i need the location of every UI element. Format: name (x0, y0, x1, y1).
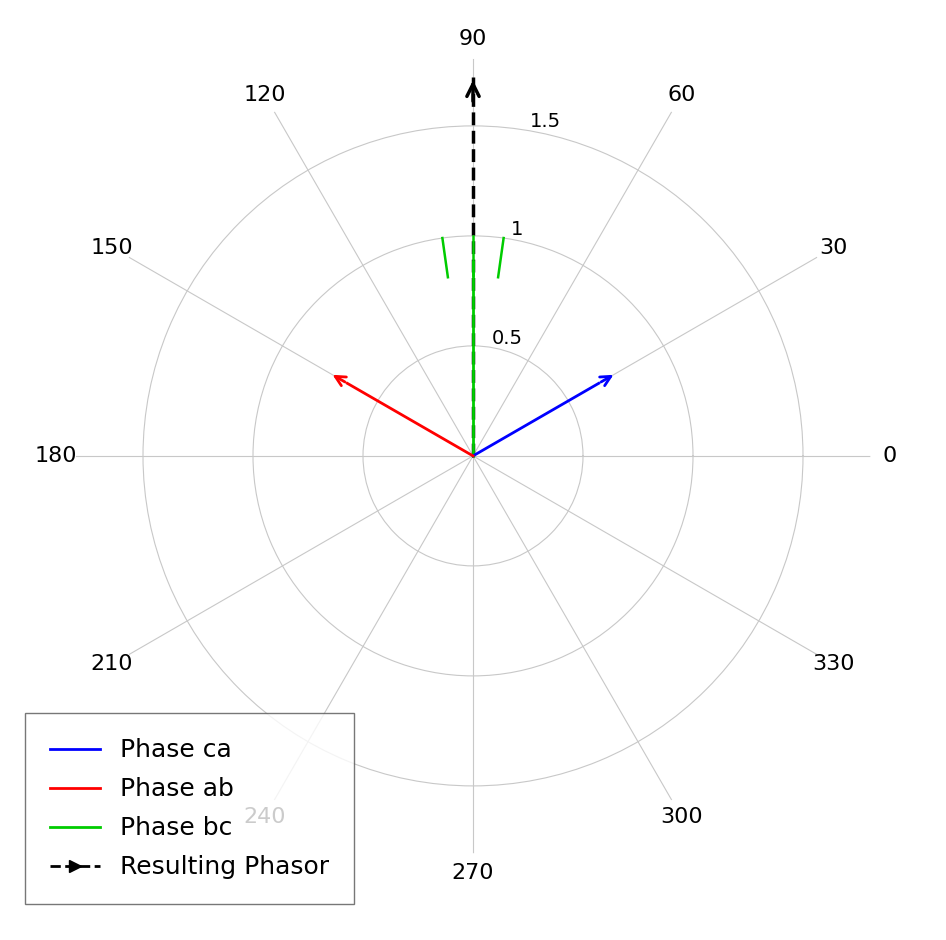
Legend: Phase ca, Phase ab, Phase bc, Resulting Phasor: Phase ca, Phase ab, Phase bc, Resulting … (25, 713, 354, 904)
